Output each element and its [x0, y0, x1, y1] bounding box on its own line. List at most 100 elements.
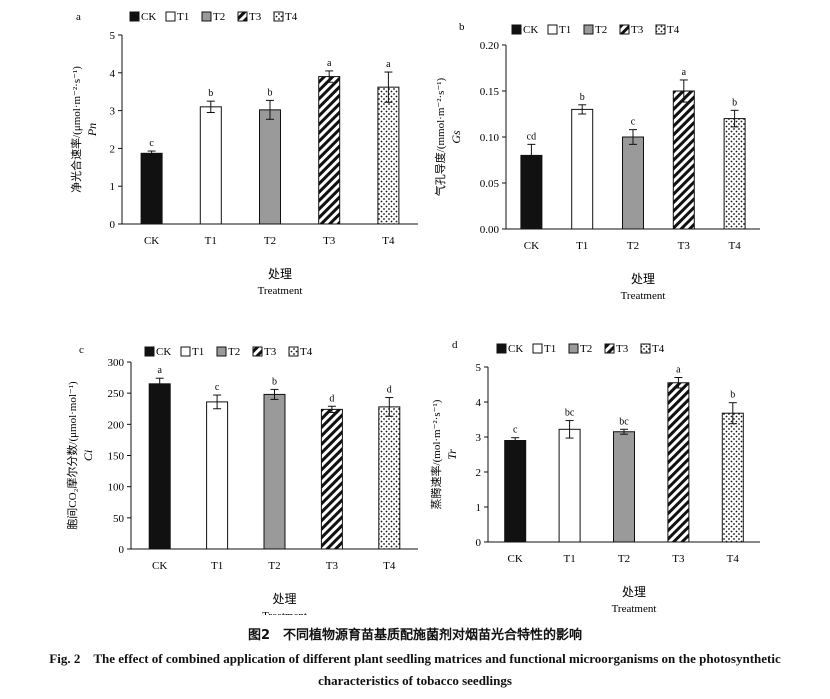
- y-axis-symbol: Pn: [85, 123, 99, 137]
- y-tick-label: 0: [476, 537, 482, 549]
- x-tick-label-t4: T4: [382, 235, 395, 247]
- y-tick-label: 0.10: [480, 132, 500, 144]
- significance-letter-t3: a: [682, 67, 687, 78]
- legend-swatch-t3: [604, 343, 615, 354]
- y-axis-title-cn: 蒸腾速率/(mol·m⁻²·s⁻¹): [429, 399, 443, 509]
- panel-c-intercellular-co2: c CK T1 T2 T3 T4 0 50 100 150 200 250 300 a CK c T1 b T2 d T…: [65, 344, 418, 615]
- legend-label-t3: T3: [249, 11, 262, 23]
- x-tick-label-t3: T3: [323, 235, 336, 247]
- significance-letter-t4: a: [386, 59, 391, 70]
- significance-letter-t2: b: [272, 376, 277, 387]
- y-axis-symbol: Ci: [81, 450, 95, 461]
- y-axis-title-cn: 气孔导度/(mmol·m⁻²·s⁻¹): [433, 77, 447, 196]
- panel-a-net-photosynthesis: a CK T1 T2 T3 T4 0 1 2 3 4 5 c CK b T1 b T2 a T3 a T4 处理 Treatm…: [69, 11, 418, 297]
- x-tick-label-t1: T1: [211, 560, 223, 572]
- legend-label-t2: T2: [580, 343, 592, 355]
- y-tick-label: 5: [110, 30, 116, 42]
- significance-letter-t4: b: [730, 390, 735, 401]
- legend-swatch-t4: [640, 343, 651, 354]
- significance-letter-t1: b: [580, 92, 585, 103]
- panel-d-transpiration-rate: d CK T1 T2 T3 T4 0 1 2 3 4 5 c CK bc T1 bc T2 a T3 b T4 处理 Trea…: [429, 339, 760, 615]
- y-tick-label: 200: [108, 419, 125, 431]
- legend-swatch-t4: [655, 24, 666, 35]
- bar-t1: [206, 401, 229, 550]
- y-tick-label: 250: [108, 388, 125, 400]
- bar-t4: [377, 86, 400, 225]
- x-tick-label-t1: T1: [563, 553, 575, 565]
- x-tick-label-t4: T4: [727, 553, 740, 565]
- y-tick-label: 0: [119, 544, 125, 556]
- y-tick-label: 100: [108, 482, 125, 494]
- legend-label-ck: CK: [523, 24, 538, 36]
- legend-swatch-t4: [273, 11, 284, 22]
- x-axis-title-en: Treatment: [621, 290, 666, 302]
- bar-t4: [721, 412, 744, 543]
- significance-letter-t1: c: [215, 382, 220, 393]
- legend-swatch-ck: [144, 346, 155, 357]
- y-tick-label: 0.15: [480, 86, 500, 98]
- y-axis-title-cn: 净光合速率/(μmol·m⁻²·s⁻¹): [69, 66, 83, 193]
- significance-letter-t2: c: [631, 117, 636, 128]
- bar-ck: [148, 383, 171, 550]
- y-tick-label: 1: [110, 181, 116, 193]
- x-tick-label-t4: T4: [383, 560, 396, 572]
- bar-t3: [318, 76, 341, 225]
- x-tick-label-t2: T2: [268, 560, 280, 572]
- significance-letter-t4: b: [732, 97, 737, 108]
- y-tick-label: 150: [108, 451, 125, 463]
- x-tick-label-t4: T4: [728, 240, 741, 252]
- y-tick-label: 50: [113, 513, 125, 525]
- legend-swatch-ck: [129, 11, 140, 22]
- bar-t2: [622, 136, 644, 230]
- figure-caption-english: Fig. 2 The effect of combined applicatio…: [49, 651, 781, 688]
- legend-swatch-ck: [496, 343, 507, 354]
- legend-swatch-t2: [216, 346, 227, 357]
- bar-t4: [378, 406, 401, 550]
- y-axis-symbol: Tr: [445, 449, 459, 460]
- bar-ck: [140, 152, 163, 225]
- legend-swatch-t1: [165, 11, 176, 22]
- x-tick-label-ck: CK: [152, 560, 167, 572]
- x-tick-label-t1: T1: [205, 235, 217, 247]
- panel-label: d: [452, 339, 458, 351]
- legend-label-t4: T4: [285, 11, 298, 23]
- bar-t1: [571, 108, 594, 230]
- legend-label-t3: T3: [264, 346, 277, 358]
- y-tick-label: 3: [476, 432, 482, 444]
- significance-letter-t3: d: [329, 393, 334, 404]
- legend-label-ck: CK: [141, 11, 156, 23]
- legend-label-t2: T2: [595, 24, 607, 36]
- significance-letter-t1: bc: [565, 408, 575, 419]
- legend-label-t3: T3: [631, 24, 644, 36]
- legend-label-ck: CK: [508, 343, 523, 355]
- x-tick-label-ck: CK: [524, 240, 539, 252]
- y-tick-label: 0.00: [480, 224, 500, 236]
- x-tick-label-t2: T2: [264, 235, 276, 247]
- legend-swatch-t2: [583, 24, 594, 35]
- bar-t3: [672, 90, 695, 230]
- legend-swatch-t3: [252, 346, 263, 357]
- legend-label-t1: T1: [544, 343, 556, 355]
- significance-letter-ck: c: [149, 138, 154, 149]
- y-tick-label: 2: [476, 467, 482, 479]
- y-tick-label: 5: [476, 362, 482, 374]
- x-axis-title-cn: 处理: [631, 272, 655, 286]
- bar-t2: [263, 393, 286, 550]
- x-axis-title-en: Treatment: [258, 285, 303, 297]
- bar-t2: [259, 109, 281, 225]
- y-tick-label: 4: [110, 68, 116, 80]
- x-tick-label-t2: T2: [618, 553, 630, 565]
- legend-label-t2: T2: [228, 346, 240, 358]
- legend-swatch-t4: [288, 346, 299, 357]
- y-tick-label: 0: [110, 219, 116, 231]
- y-tick-label: 0.05: [480, 178, 500, 190]
- y-tick-label: 1: [476, 502, 482, 514]
- x-tick-label-ck: CK: [508, 553, 523, 565]
- legend-label-t4: T4: [667, 24, 680, 36]
- significance-letter-ck: cd: [527, 131, 536, 142]
- significance-letter-t4: d: [387, 385, 392, 396]
- panel-label: b: [459, 21, 465, 33]
- legend-swatch-t3: [237, 11, 248, 22]
- panel-label: a: [76, 11, 81, 23]
- legend-label-ck: CK: [156, 346, 171, 358]
